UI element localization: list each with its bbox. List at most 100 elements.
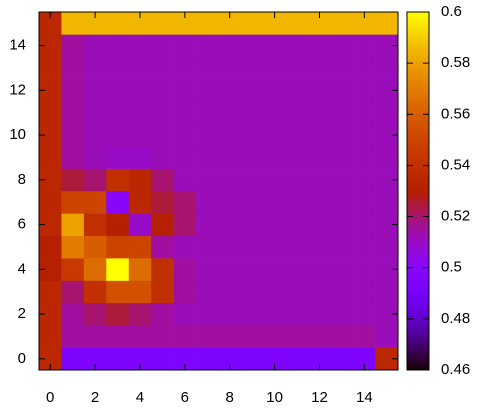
colorbar-band (407, 108, 429, 113)
colorbar-band (407, 316, 429, 321)
heatmap-cell (353, 168, 376, 192)
heatmap-cell (83, 280, 107, 304)
heatmap-cell (353, 325, 376, 348)
colorbar-band (407, 337, 429, 342)
heatmap-cell (353, 79, 376, 102)
colorbar-band (407, 40, 429, 45)
colorbar-band (407, 334, 429, 339)
heatmap-cell (151, 146, 174, 169)
heatmap-cell (308, 12, 331, 35)
colorbar-band (407, 51, 429, 56)
heatmap-cell (106, 56, 130, 80)
heatmap-cell (240, 347, 264, 371)
y-tick-label: 2 (18, 305, 26, 322)
heatmap-cell (263, 347, 287, 371)
colorbar-band (407, 355, 429, 360)
heatmap-cell (106, 34, 130, 58)
heatmap-cell (106, 191, 130, 214)
heatmap-cell (218, 347, 242, 371)
colorbar-tick-label: 0.46 (441, 361, 470, 378)
colorbar-band (407, 259, 429, 264)
heatmap-cell (308, 146, 331, 169)
colorbar-band (407, 47, 429, 52)
colorbar-band (407, 133, 429, 138)
colorbar-band (407, 255, 429, 260)
colorbar-band (407, 97, 429, 102)
colorbar-band (407, 348, 429, 353)
x-tick-label: 10 (266, 389, 283, 406)
heatmap-cell (173, 34, 197, 58)
heatmap-cell (375, 123, 399, 147)
colorbar-band (407, 305, 429, 310)
heatmap-cell (106, 235, 130, 259)
heatmap-cell (61, 258, 85, 281)
heatmap-cell (83, 347, 107, 371)
colorbar-band (407, 155, 429, 160)
colorbar-band (407, 33, 429, 38)
heatmap-cell (39, 235, 62, 259)
colorbar-band (407, 312, 429, 317)
x-tick-label: 0 (46, 389, 54, 406)
heatmap-cell (285, 146, 309, 169)
heatmap-cell (375, 235, 399, 259)
colorbar-band (407, 119, 429, 124)
heatmap-cell (240, 191, 264, 214)
colorbar-band (407, 173, 429, 178)
heatmap-cell (83, 302, 107, 326)
colorbar-band (407, 12, 429, 17)
colorbar-band (407, 198, 429, 203)
heatmap-cell (173, 258, 197, 281)
colorbar-band (407, 126, 429, 131)
colorbar-band (407, 158, 429, 163)
heatmap-cell (285, 302, 309, 326)
colorbar-band (407, 187, 429, 192)
heatmap-cell (240, 302, 264, 326)
colorbar-band (407, 226, 429, 231)
colorbar-band (407, 29, 429, 34)
heatmap-cell (308, 123, 331, 147)
heatmap-cell (196, 146, 219, 169)
heatmap-cell (83, 12, 107, 35)
heatmap-cell (106, 302, 130, 326)
heatmap-cell (128, 235, 152, 259)
heatmap-cell (173, 347, 197, 371)
heatmap-cell (39, 79, 62, 102)
colorbar-band (407, 162, 429, 167)
heatmap-cell (218, 191, 242, 214)
x-tick-label: 4 (136, 389, 144, 406)
colorbar-band (407, 287, 429, 292)
colorbar-band (407, 137, 429, 142)
colorbar-band (407, 352, 429, 357)
colorbar-band (407, 122, 429, 128)
heatmap-cell (61, 79, 85, 102)
colorbar-band (407, 130, 429, 135)
heatmap-cell (330, 123, 354, 147)
heatmap-cell (173, 12, 197, 35)
heatmap-cell (263, 56, 287, 80)
heatmap-cell (128, 12, 152, 35)
heatmap-cell (285, 325, 309, 348)
colorbar-band (407, 212, 429, 217)
colorbar-band (407, 341, 429, 346)
colorbar-band (407, 262, 429, 267)
heatmap-cell (240, 56, 264, 80)
colorbar-band (407, 180, 429, 185)
heatmap-cell (240, 168, 264, 192)
heatmap-cell (330, 280, 354, 304)
heatmap-cell (151, 123, 174, 147)
heatmap-cell (196, 12, 219, 35)
heatmap-cell (218, 12, 242, 35)
heatmap-cell (173, 280, 197, 304)
heatmap-cell (308, 258, 331, 281)
heatmap-cell (353, 191, 376, 214)
colorbar-tick-label: 0.48 (441, 310, 470, 327)
heatmap-cell (285, 280, 309, 304)
heatmap-cell (61, 101, 85, 125)
heatmap-cell (375, 146, 399, 169)
heatmap-cell (285, 235, 309, 259)
heatmap-cell (240, 258, 264, 281)
heatmap-cell (83, 101, 107, 125)
colorbar-band (407, 233, 429, 239)
heatmap-cell (240, 79, 264, 102)
colorbar-band (407, 298, 429, 303)
